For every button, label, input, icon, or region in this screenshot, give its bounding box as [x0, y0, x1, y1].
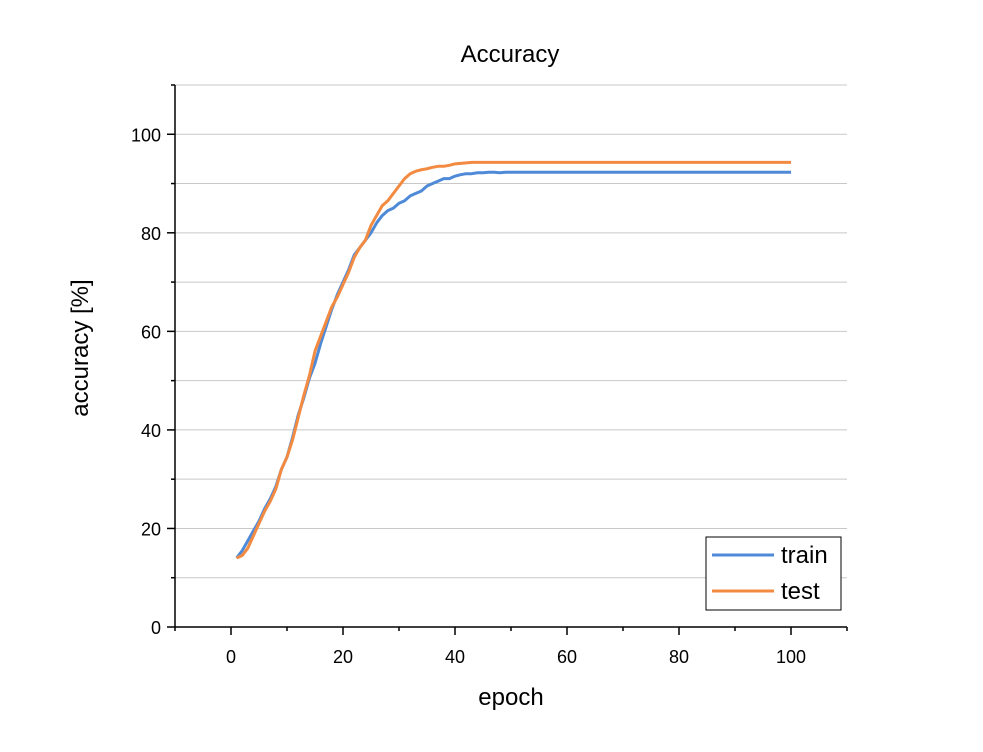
y-tick-label: 40 — [141, 421, 161, 441]
y-tick-label: 100 — [131, 125, 161, 145]
x-axis-label: epoch — [478, 684, 543, 711]
series-line-train — [235, 170, 791, 559]
legend-label-train: train — [781, 542, 828, 569]
y-axis-label: accuracy [%] — [67, 279, 94, 416]
x-tick-label: 0 — [226, 647, 236, 667]
y-tick-label: 20 — [141, 519, 161, 539]
x-tick-label: 100 — [776, 647, 806, 667]
y-tick-label: 80 — [141, 224, 161, 244]
legend: train test — [705, 536, 842, 611]
axes — [167, 84, 848, 635]
legend-label-test: test — [781, 578, 820, 605]
x-tick-label: 60 — [557, 647, 577, 667]
series-line-test — [235, 160, 791, 560]
y-tick-label: 60 — [141, 322, 161, 342]
y-tick-label: 0 — [151, 618, 161, 638]
series-lines — [235, 160, 791, 560]
legend-box — [705, 536, 842, 611]
x-tick-label: 80 — [669, 647, 689, 667]
x-tick-label: 20 — [333, 647, 353, 667]
gridlines — [175, 84, 847, 579]
x-tick-label: 40 — [445, 647, 465, 667]
chart-title: Accuracy — [461, 41, 560, 68]
tick-labels: 0 20 40 60 80 100 0 20 40 60 80 100 — [131, 125, 806, 667]
